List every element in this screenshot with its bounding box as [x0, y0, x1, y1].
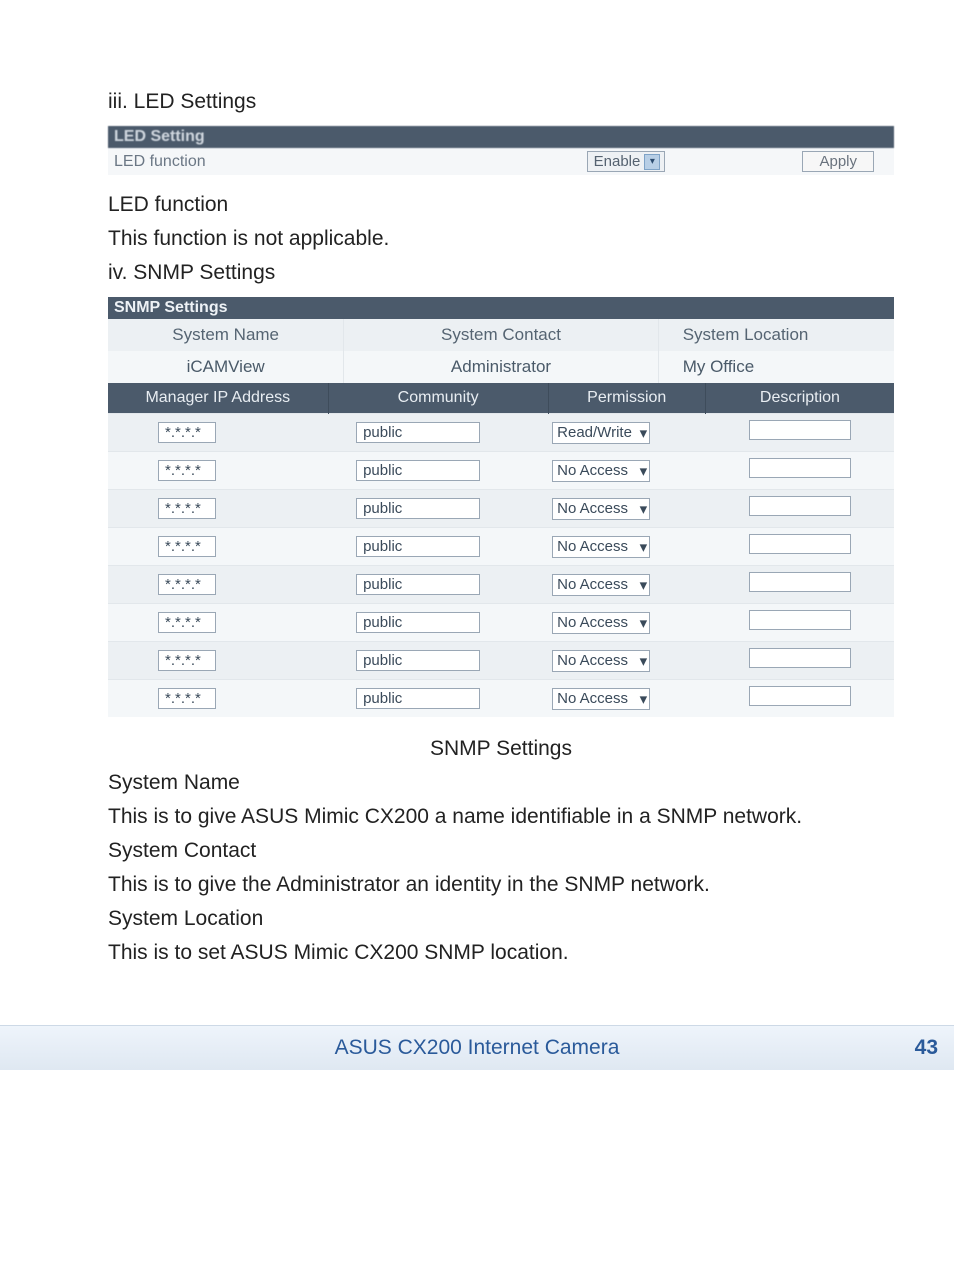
chevron-down-icon: ▾ [640, 690, 648, 708]
manager-ip-input[interactable]: *.*.*.* [158, 612, 216, 633]
led-function-select[interactable]: Enable ▾ [587, 151, 666, 172]
description-input[interactable] [749, 686, 851, 706]
table-row: *.*.*.* public No Access ▾ [108, 604, 894, 642]
community-input[interactable]: public [356, 536, 480, 557]
led-function-select-value: Enable [594, 153, 641, 170]
description-input[interactable] [749, 648, 851, 668]
chevron-down-icon: ▾ [640, 576, 648, 594]
chevron-down-icon: ▾ [640, 538, 648, 556]
permission-select[interactable]: No Access ▾ [552, 574, 650, 596]
col-manager-ip: Manager IP Address [108, 383, 328, 414]
permission-select-value: No Access [557, 462, 628, 479]
manager-ip-input[interactable]: *.*.*.* [158, 498, 216, 519]
led-setting-panel: LED Setting LED function Enable ▾ Apply [108, 126, 894, 175]
permission-select[interactable]: No Access ▾ [552, 612, 650, 634]
led-function-subhead: LED function [108, 193, 894, 217]
sys-location-value: My Office [658, 351, 894, 383]
led-function-label: LED function [108, 148, 422, 175]
permission-select[interactable]: Read/Write ▾ [552, 422, 650, 444]
system-contact-head: System Contact [108, 839, 894, 863]
permission-select-value: Read/Write [557, 424, 632, 441]
col-community: Community [328, 383, 548, 414]
permission-select-value: No Access [557, 576, 628, 593]
chevron-down-icon: ▾ [640, 614, 648, 632]
col-description: Description [705, 383, 894, 414]
manager-ip-input[interactable]: *.*.*.* [158, 422, 216, 443]
snmp-settings-heading: iv. SNMP Settings [108, 261, 894, 285]
chevron-down-icon: ▾ [640, 500, 648, 518]
snmp-system-info: System Name System Contact System Locati… [108, 319, 894, 383]
table-row: *.*.*.* public No Access ▾ [108, 680, 894, 718]
manager-ip-input[interactable]: *.*.*.* [158, 536, 216, 557]
manager-ip-input[interactable]: *.*.*.* [158, 688, 216, 709]
table-row: *.*.*.* public No Access ▾ [108, 528, 894, 566]
sys-contact-header: System Contact [344, 319, 658, 351]
col-permission: Permission [548, 383, 705, 414]
system-contact-body: This is to give the Administrator an ide… [108, 873, 894, 897]
table-row: *.*.*.* public Read/Write ▾ [108, 414, 894, 452]
system-name-head: System Name [108, 771, 894, 795]
chevron-down-icon: ▾ [640, 652, 648, 670]
manager-ip-input[interactable]: *.*.*.* [158, 574, 216, 595]
permission-select[interactable]: No Access ▾ [552, 498, 650, 520]
description-input[interactable] [749, 534, 851, 554]
description-input[interactable] [749, 496, 851, 516]
system-location-body: This is to set ASUS Mimic CX200 SNMP loc… [108, 941, 894, 965]
description-input[interactable] [749, 610, 851, 630]
permission-select-value: No Access [557, 538, 628, 555]
snmp-settings-panel: SNMP Settings System Name System Contact… [108, 297, 894, 717]
sys-name-value: iCAMView [108, 351, 344, 383]
system-name-body: This is to give ASUS Mimic CX200 a name … [108, 805, 894, 829]
community-input[interactable]: public [356, 650, 480, 671]
apply-button[interactable]: Apply [802, 151, 874, 172]
chevron-down-icon: ▾ [640, 424, 648, 442]
community-input[interactable]: public [356, 498, 480, 519]
permission-select-value: No Access [557, 500, 628, 517]
table-row: *.*.*.* public No Access ▾ [108, 490, 894, 528]
permission-select[interactable]: No Access ▾ [552, 650, 650, 672]
table-row: *.*.*.* public No Access ▾ [108, 452, 894, 490]
table-row: *.*.*.* public No Access ▾ [108, 566, 894, 604]
snmp-managers-table: Manager IP Address Community Permission … [108, 383, 894, 717]
sys-contact-value: Administrator [344, 351, 658, 383]
footer-page-number: 43 [878, 1036, 938, 1060]
chevron-down-icon: ▾ [644, 154, 660, 170]
manager-ip-input[interactable]: *.*.*.* [158, 650, 216, 671]
page-footer: ASUS CX200 Internet Camera 43 [0, 1025, 954, 1070]
snmp-caption: SNMP Settings [108, 737, 894, 761]
led-function-body: This function is not applicable. [108, 227, 894, 251]
system-location-head: System Location [108, 907, 894, 931]
community-input[interactable]: public [356, 574, 480, 595]
snmp-panel-title: SNMP Settings [108, 297, 894, 319]
permission-select[interactable]: No Access ▾ [552, 536, 650, 558]
table-row: *.*.*.* public No Access ▾ [108, 642, 894, 680]
permission-select-value: No Access [557, 614, 628, 631]
permission-select[interactable]: No Access ▾ [552, 460, 650, 482]
permission-select[interactable]: No Access ▾ [552, 688, 650, 710]
footer-title: ASUS CX200 Internet Camera [76, 1036, 878, 1060]
chevron-down-icon: ▾ [640, 462, 648, 480]
sys-location-header: System Location [658, 319, 894, 351]
permission-select-value: No Access [557, 690, 628, 707]
description-input[interactable] [749, 420, 851, 440]
community-input[interactable]: public [356, 612, 480, 633]
permission-select-value: No Access [557, 652, 628, 669]
led-settings-heading: iii. LED Settings [108, 90, 894, 114]
sys-name-header: System Name [108, 319, 344, 351]
community-input[interactable]: public [356, 688, 480, 709]
community-input[interactable]: public [356, 460, 480, 481]
description-input[interactable] [749, 458, 851, 478]
led-setting-header: LED Setting [108, 126, 894, 148]
description-input[interactable] [749, 572, 851, 592]
manager-ip-input[interactable]: *.*.*.* [158, 460, 216, 481]
community-input[interactable]: public [356, 422, 480, 443]
